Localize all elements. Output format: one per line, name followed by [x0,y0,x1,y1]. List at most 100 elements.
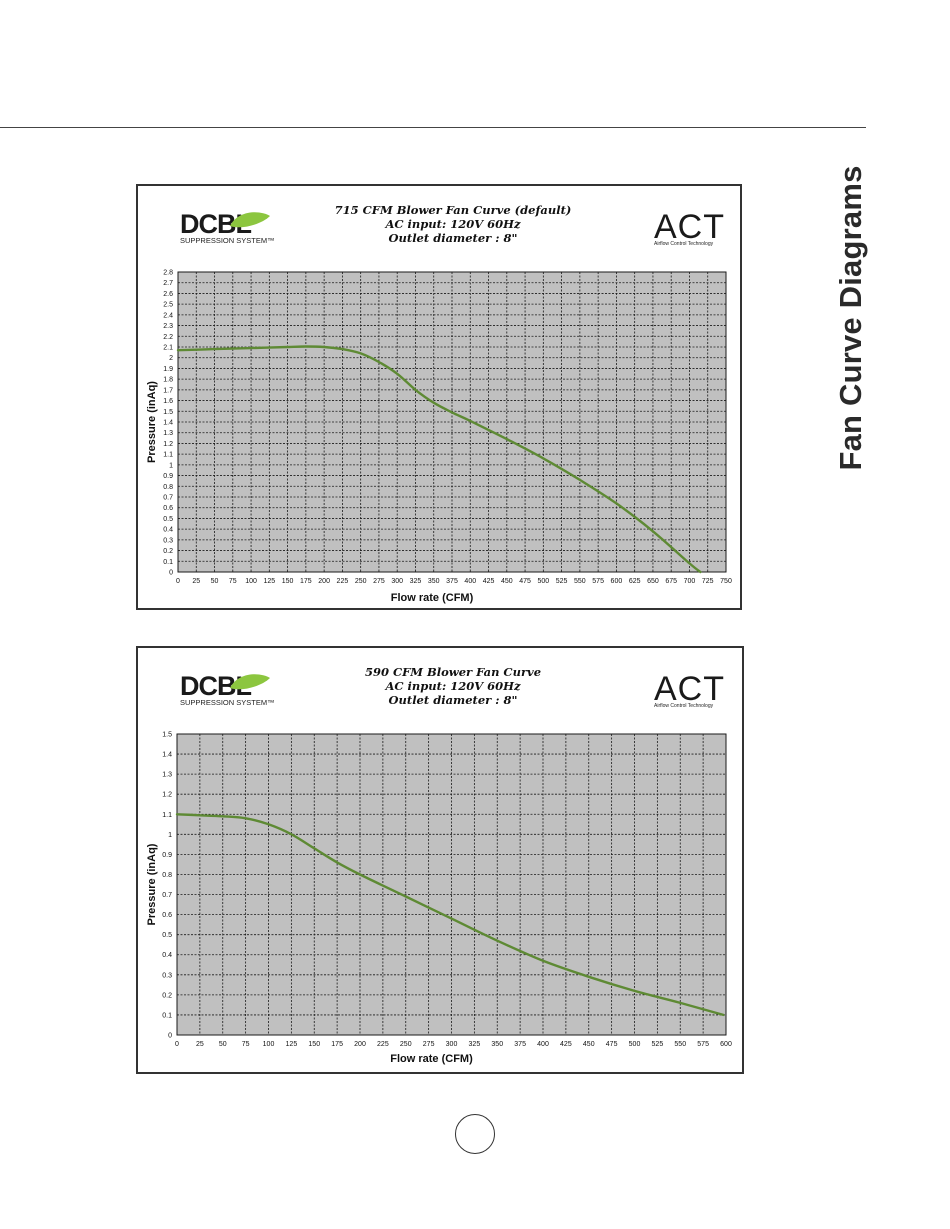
x-tick-label: 475 [519,578,531,585]
y-tick-label: 1.3 [162,772,172,779]
y-tick-label: 1.4 [163,420,173,427]
chart-title-line: 715 CFM Blower Fan Curve (default) [335,203,572,217]
y-tick-label: 0 [169,570,173,577]
x-tick-label: 325 [469,1041,481,1048]
y-tick-label: 0.5 [163,516,173,523]
x-tick-label: 175 [331,1041,343,1048]
x-tick-label: 425 [560,1041,572,1048]
chart-title-line: Outlet diameter : 8" [389,231,518,245]
x-tick-label: 175 [300,578,312,585]
y-tick-label: 2.7 [163,280,173,287]
x-tick-label: 575 [592,578,604,585]
x-tick-label: 0 [175,1041,179,1048]
x-tick-label: 225 [337,578,349,585]
x-tick-label: 150 [282,578,294,585]
x-tick-label: 350 [428,578,440,585]
y-tick-label: 1.5 [163,409,173,416]
y-tick-label: 0.7 [163,495,173,502]
x-tick-label: 225 [377,1041,389,1048]
x-tick-label: 525 [652,1041,664,1048]
x-tick-label: 700 [684,578,696,585]
x-tick-label: 625 [629,578,641,585]
x-tick-label: 600 [611,578,623,585]
x-tick-label: 375 [446,578,458,585]
y-tick-label: 2 [169,355,173,362]
y-tick-label: 2.5 [163,302,173,309]
x-tick-label: 675 [665,578,677,585]
y-tick-label: 0.6 [162,912,172,919]
y-tick-label: 0.8 [163,484,173,491]
page-number-circle [455,1114,495,1154]
x-tick-label: 150 [308,1041,320,1048]
fan-curve-line [176,345,702,574]
x-tick-label: 500 [537,578,549,585]
side-heading-text: Fan Curve Diagrams [833,165,868,471]
y-axis-label: Pressure (inAq) [146,843,158,925]
x-tick-label: 725 [702,578,714,585]
y-tick-label: 2.4 [163,312,173,319]
x-tick-label: 250 [400,1041,412,1048]
y-tick-label: 0.3 [162,972,172,979]
x-tick-label: 100 [263,1041,275,1048]
plot-border [176,733,727,1036]
x-tick-label: 400 [464,578,476,585]
act-logo-text: ACT [654,670,725,708]
y-tick-label: 1.3 [163,430,173,437]
y-tick-label: 0.4 [162,952,172,959]
x-tick-label: 650 [647,578,659,585]
x-tick-label: 450 [501,578,513,585]
y-tick-label: 1.7 [163,387,173,394]
x-tick-label: 550 [674,1041,686,1048]
x-tick-label: 25 [192,578,200,585]
y-tick-label: 2.3 [163,323,173,330]
y-tick-label: 0.8 [162,872,172,879]
x-tick-label: 400 [537,1041,549,1048]
y-tick-label: 0.2 [162,992,172,999]
y-tick-label: 2.8 [163,270,173,277]
leaf-icon [230,674,270,690]
x-tick-label: 750 [720,578,732,585]
x-tick-label: 475 [606,1041,618,1048]
fan-curve-chart-590: DCBL SUPPRESSION SYSTEM™ ACT Airflow Contro… [136,646,744,1074]
act-logo-subtext: Airflow Control Technology [654,703,714,709]
x-axis-label: Flow rate (CFM) [391,592,474,604]
plot-border [177,271,727,573]
y-tick-label: 0.1 [162,1012,172,1019]
chart-title-line: Outlet diameter : 8" [389,693,518,707]
y-tick-label: 1.1 [163,452,173,459]
y-tick-label: 1 [169,462,173,469]
x-tick-label: 425 [483,578,495,585]
y-tick-label: 2.2 [163,334,173,341]
x-tick-label: 50 [219,1041,227,1048]
y-tick-label: 1.5 [162,732,172,739]
y-tick-label: 1 [168,832,172,839]
chart-title-line: 590 CFM Blower Fan Curve [365,665,541,679]
x-tick-label: 325 [410,578,422,585]
x-tick-label: 450 [583,1041,595,1048]
x-tick-label: 375 [514,1041,526,1048]
x-tick-label: 100 [245,578,257,585]
y-tick-label: 0.5 [162,932,172,939]
x-tick-label: 0 [176,578,180,585]
y-tick-label: 2.6 [163,291,173,298]
y-tick-label: 0.2 [163,548,173,555]
x-tick-label: 200 [354,1041,366,1048]
x-tick-label: 75 [229,578,237,585]
act-logo-text: ACT [654,208,725,246]
x-tick-label: 200 [318,578,330,585]
header-rule [0,127,866,128]
x-tick-label: 600 [720,1041,732,1048]
x-tick-label: 550 [574,578,586,585]
y-tick-label: 0.6 [163,505,173,512]
x-tick-label: 125 [286,1041,298,1048]
fan-curve-chart-715: DCBL SUPPRESSION SYSTEM™ ACT Airflow Contro… [136,184,742,610]
x-tick-label: 125 [263,578,275,585]
y-tick-label: 0.7 [162,892,172,899]
y-tick-label: 1.2 [162,792,172,799]
leaf-icon [230,212,270,228]
